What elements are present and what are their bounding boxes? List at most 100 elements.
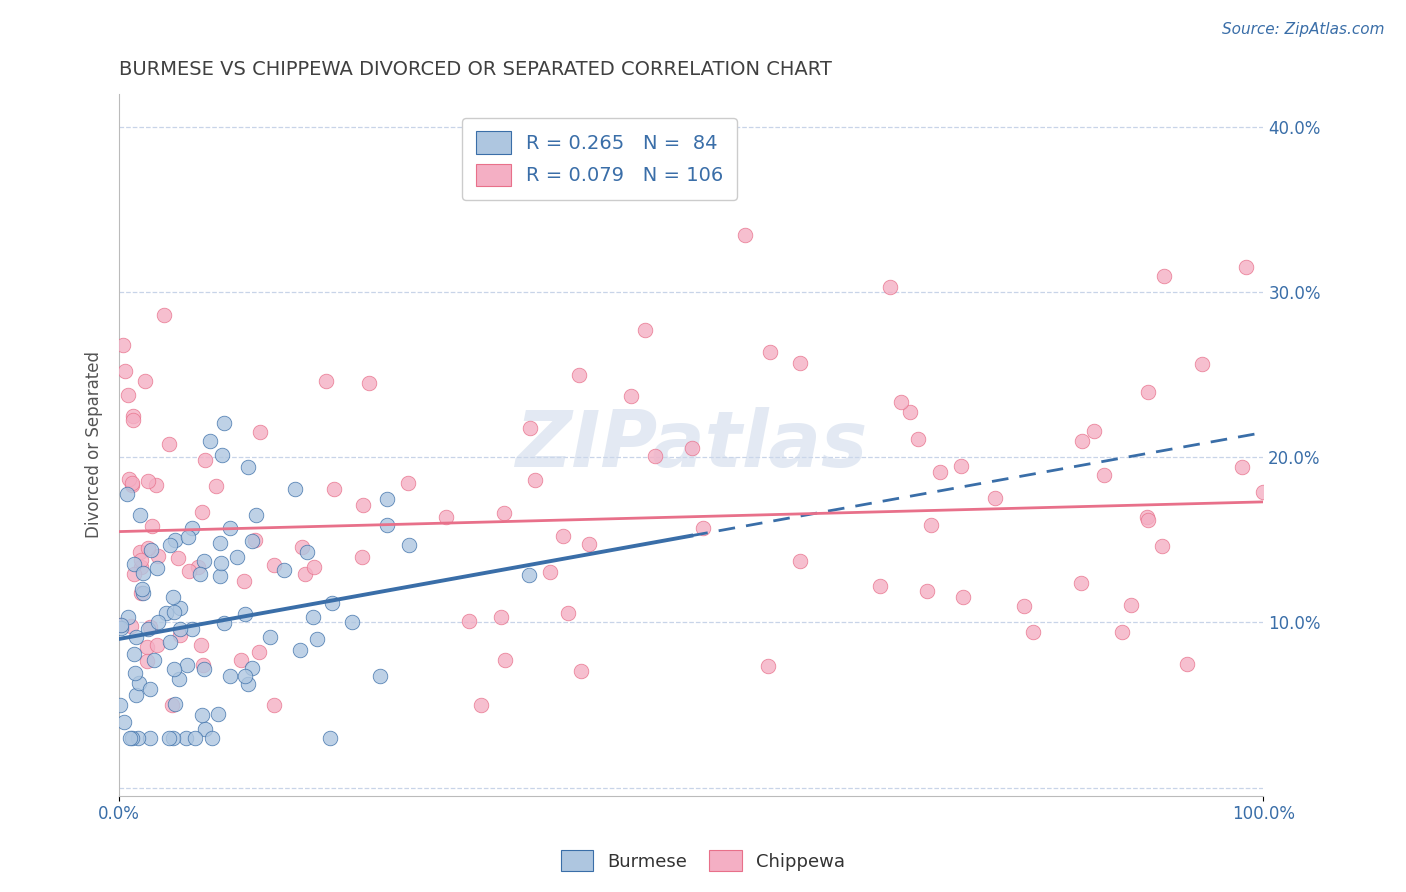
Point	[155, 607, 177, 621]
Point	[249, 425, 271, 440]
Point	[136, 622, 159, 636]
Text: Source: ZipAtlas.com: Source: ZipAtlas.com	[1222, 22, 1385, 37]
Point	[233, 607, 256, 621]
Point	[983, 491, 1005, 505]
Point	[176, 731, 198, 745]
Point	[122, 567, 145, 582]
Point	[494, 653, 516, 667]
Point	[538, 565, 561, 579]
Point	[118, 473, 141, 487]
Point	[124, 688, 146, 702]
Point	[375, 518, 398, 533]
Point	[183, 731, 205, 745]
Point	[305, 632, 328, 646]
Point	[163, 533, 186, 547]
Point	[177, 564, 200, 578]
Point	[162, 698, 184, 712]
Point	[259, 630, 281, 644]
Text: ZIPatlas: ZIPatlas	[515, 407, 868, 483]
Point	[146, 549, 169, 563]
Point	[219, 521, 242, 535]
Point	[692, 521, 714, 535]
Point	[122, 412, 145, 426]
Point	[952, 590, 974, 604]
Point	[1153, 268, 1175, 283]
Point	[284, 482, 307, 496]
Point	[789, 553, 811, 567]
Point	[232, 574, 254, 589]
Point	[1012, 599, 1035, 613]
Point	[121, 478, 143, 492]
Point	[191, 505, 214, 519]
Point	[398, 538, 420, 552]
Point	[352, 498, 374, 512]
Point	[357, 376, 380, 390]
Point	[225, 549, 247, 564]
Point	[247, 644, 270, 658]
Point	[143, 653, 166, 667]
Point	[907, 432, 929, 446]
Point	[129, 559, 152, 574]
Point	[207, 706, 229, 721]
Point	[188, 566, 211, 581]
Point	[489, 609, 512, 624]
Point	[302, 609, 325, 624]
Point	[920, 518, 942, 533]
Point	[209, 536, 232, 550]
Point	[1234, 260, 1257, 275]
Point	[578, 536, 600, 550]
Point	[201, 731, 224, 745]
Point	[273, 563, 295, 577]
Point	[167, 672, 190, 686]
Point	[180, 521, 202, 535]
Point	[167, 550, 190, 565]
Point	[1022, 625, 1045, 640]
Point	[124, 665, 146, 680]
Point	[129, 544, 152, 558]
Point	[212, 616, 235, 631]
Point	[517, 568, 540, 582]
Point	[1230, 460, 1253, 475]
Point	[211, 556, 233, 570]
Point	[208, 568, 231, 582]
Point	[134, 374, 156, 388]
Point	[569, 664, 592, 678]
Point	[288, 643, 311, 657]
Point	[869, 579, 891, 593]
Point	[1175, 657, 1198, 672]
Point	[368, 668, 391, 682]
Point	[340, 615, 363, 629]
Point	[1119, 598, 1142, 612]
Point	[212, 416, 235, 430]
Point	[157, 437, 180, 451]
Point	[162, 731, 184, 745]
Point	[193, 662, 215, 676]
Point	[118, 731, 141, 745]
Point	[229, 653, 252, 667]
Point	[915, 584, 938, 599]
Point	[169, 601, 191, 615]
Point	[128, 676, 150, 690]
Point	[758, 659, 780, 673]
Point	[132, 586, 155, 600]
Point	[159, 634, 181, 648]
Point	[323, 482, 346, 496]
Point	[117, 487, 139, 501]
Point	[263, 558, 285, 572]
Point	[1136, 513, 1159, 527]
Point	[681, 442, 703, 456]
Point	[1152, 539, 1174, 553]
Point	[110, 617, 132, 632]
Point	[315, 375, 337, 389]
Point	[157, 731, 180, 745]
Point	[194, 722, 217, 736]
Point	[190, 707, 212, 722]
Point	[120, 619, 142, 633]
Point	[169, 623, 191, 637]
Point	[205, 479, 228, 493]
Point	[128, 508, 150, 523]
Point	[146, 639, 169, 653]
Point	[138, 731, 160, 745]
Point	[153, 308, 176, 322]
Point	[169, 628, 191, 642]
